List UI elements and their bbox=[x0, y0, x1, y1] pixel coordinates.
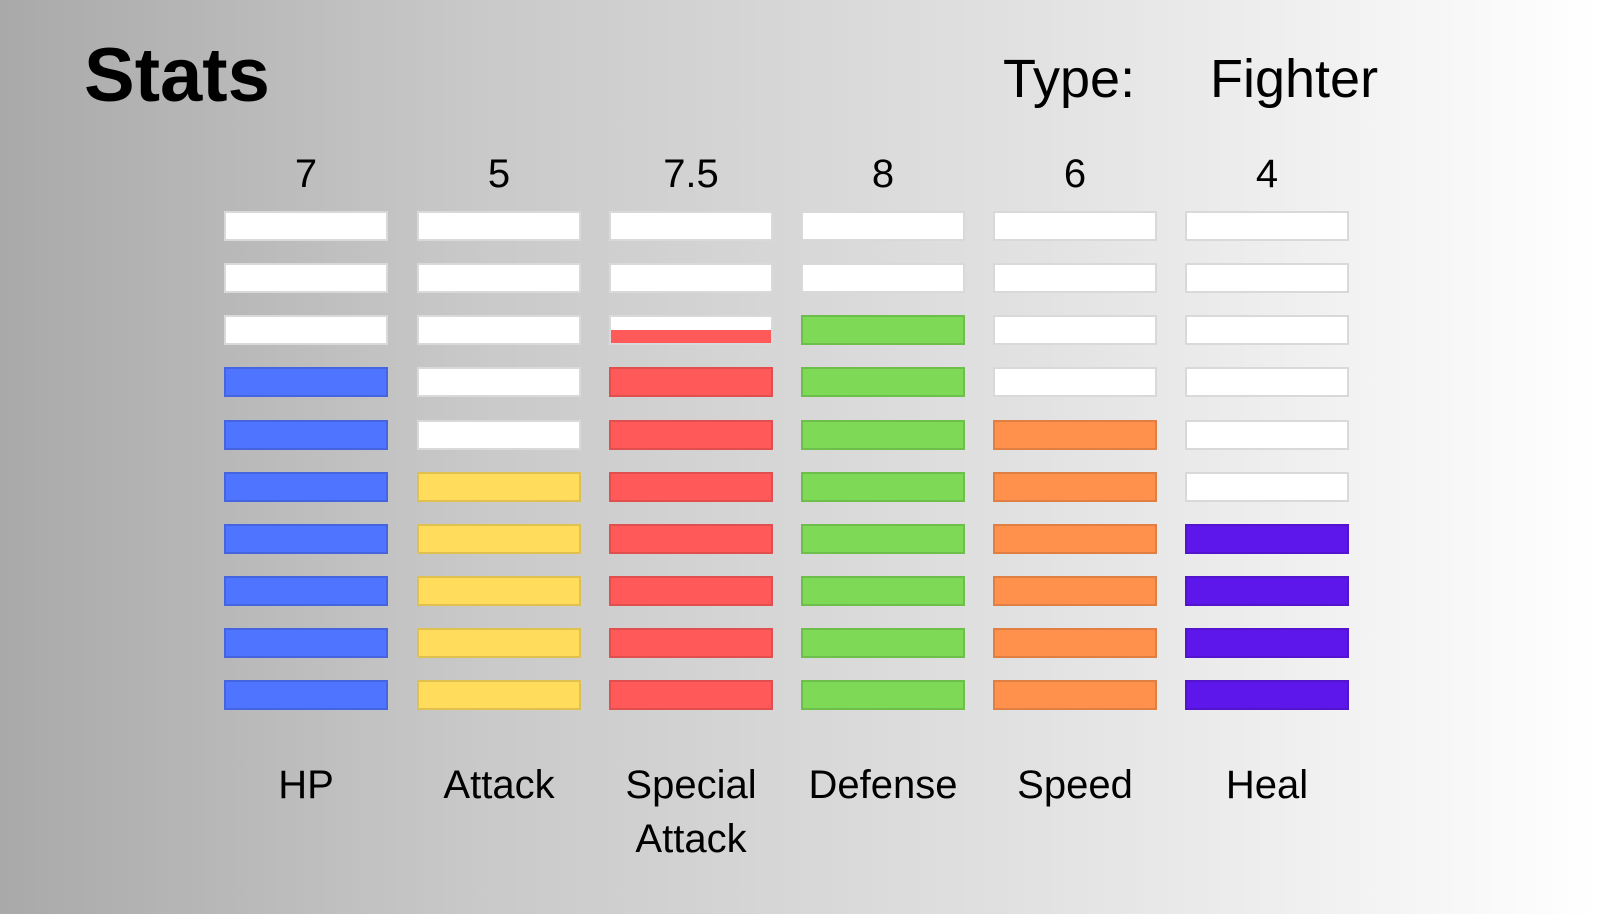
stat-bar-partial-fill bbox=[611, 330, 771, 344]
stat-value-label: 8 bbox=[871, 152, 895, 196]
stat-bar-segment bbox=[993, 315, 1157, 346]
stat-bar-segment bbox=[801, 471, 965, 502]
stat-bar-segment bbox=[417, 367, 581, 398]
stat-bar-segment bbox=[1185, 419, 1349, 450]
stat-bar-segment bbox=[993, 419, 1157, 450]
stat-bar-segment bbox=[993, 627, 1157, 658]
stat-bar-segment bbox=[993, 211, 1157, 242]
stat-bar-segment bbox=[224, 315, 388, 346]
stat-bar-segment bbox=[1185, 627, 1349, 658]
stat-bar-segment bbox=[1185, 471, 1349, 502]
stat-bar-segment bbox=[224, 471, 388, 502]
stat-bar-segment bbox=[224, 523, 388, 554]
stat-bar-segment bbox=[993, 575, 1157, 606]
stat-bar-segment bbox=[224, 627, 388, 658]
stat-category-label: Defense bbox=[808, 763, 958, 807]
stat-bar-segment bbox=[993, 523, 1157, 554]
stat-category-label: Special Attack bbox=[625, 763, 757, 861]
stat-bar-segment bbox=[417, 211, 581, 242]
stat-category-label: Heal bbox=[1225, 763, 1309, 807]
stat-bar-segment bbox=[801, 680, 965, 710]
stat-bar-segment bbox=[609, 367, 773, 398]
stat-bar-segment bbox=[224, 367, 388, 398]
stat-bar-segment bbox=[224, 211, 388, 242]
stat-bar-segment bbox=[801, 263, 965, 294]
stat-bar-segment bbox=[1185, 367, 1349, 398]
stat-bar-segment bbox=[801, 211, 965, 242]
stat-bar-segment bbox=[609, 315, 773, 346]
stat-bar-segment bbox=[993, 471, 1157, 502]
stat-bar-segment bbox=[801, 523, 965, 554]
stat-bar-segment bbox=[801, 575, 965, 606]
stat-bar-segment bbox=[801, 627, 965, 658]
stat-value-label: 4 bbox=[1255, 152, 1279, 196]
stat-bar-segment bbox=[224, 680, 388, 710]
stat-bar-segment bbox=[224, 419, 388, 450]
stat-bar-segment bbox=[1185, 263, 1349, 294]
stat-bar-segment bbox=[609, 523, 773, 554]
stat-bar-segment bbox=[609, 471, 773, 502]
stat-bar-segment bbox=[801, 315, 965, 346]
stat-bar-segment bbox=[1185, 575, 1349, 606]
stat-bar-segment bbox=[801, 419, 965, 450]
stat-bar-segment bbox=[224, 575, 388, 606]
stat-bar-segment bbox=[993, 680, 1157, 710]
stat-category-label: HP bbox=[278, 763, 334, 807]
stat-bar-segment bbox=[417, 680, 581, 710]
stat-bar-segment bbox=[609, 627, 773, 658]
stat-bar-segment bbox=[609, 575, 773, 606]
stat-bar-segment bbox=[1185, 680, 1349, 710]
stat-value-label: 5 bbox=[487, 152, 511, 196]
type-label: Type: bbox=[1003, 49, 1136, 109]
stat-bar-segment bbox=[609, 211, 773, 242]
stat-value-label: 7.5 bbox=[663, 152, 719, 196]
stat-bar-segment bbox=[993, 367, 1157, 398]
stat-bar-segment bbox=[417, 523, 581, 554]
stat-bar-segment bbox=[1185, 315, 1349, 346]
stat-bar-segment bbox=[417, 263, 581, 294]
stat-bar-segment bbox=[609, 680, 773, 710]
stat-value-label: 7 bbox=[294, 152, 318, 196]
type-value: Fighter bbox=[1210, 49, 1379, 109]
stat-bar-segment bbox=[224, 263, 388, 294]
stat-bar-segment bbox=[609, 263, 773, 294]
stat-bar-segment bbox=[1185, 211, 1349, 242]
stat-category-label: Speed bbox=[1017, 763, 1133, 807]
stat-bar-segment bbox=[1185, 523, 1349, 554]
stats-title: Stats bbox=[84, 33, 270, 118]
stat-bar-segment bbox=[993, 263, 1157, 294]
stat-bar-segment bbox=[417, 315, 581, 346]
stat-value-label: 6 bbox=[1063, 152, 1087, 196]
stat-bar-segment bbox=[801, 367, 965, 398]
stat-bar-segment bbox=[417, 627, 581, 658]
stat-category-label: Attack bbox=[443, 763, 555, 807]
stat-bar-segment bbox=[417, 419, 581, 450]
stat-bar-segment bbox=[609, 419, 773, 450]
stat-bar-segment bbox=[417, 471, 581, 502]
stat-bar-segment bbox=[417, 575, 581, 606]
